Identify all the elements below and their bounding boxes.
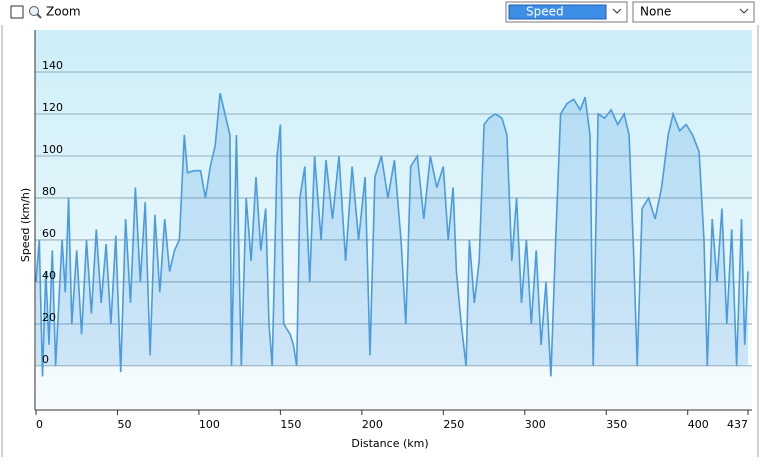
select-highlight bbox=[508, 4, 607, 20]
x-axis-label: Distance (km) bbox=[351, 437, 428, 450]
y-tick-label: 20 bbox=[42, 311, 56, 324]
primary-select-label: Speed bbox=[526, 5, 564, 19]
y-tick-label: 0 bbox=[42, 353, 49, 366]
x-tick-label: 100 bbox=[199, 418, 220, 431]
zoom-label: Zoom bbox=[46, 5, 81, 19]
y-tick-label: 100 bbox=[42, 143, 63, 156]
y-tick-label: 60 bbox=[42, 227, 56, 240]
x-tick-label: 50 bbox=[117, 418, 131, 431]
x-tick-label: 437 bbox=[727, 418, 748, 431]
y-tick-label: 120 bbox=[42, 101, 63, 114]
area-fill bbox=[36, 93, 748, 377]
dropdown-arrow bbox=[739, 8, 749, 14]
x-tick-label: 300 bbox=[525, 418, 546, 431]
y-axis-label: Speed (km/h) bbox=[19, 188, 32, 262]
speed-line bbox=[35, 92, 749, 377]
y-tick-label: 80 bbox=[42, 185, 56, 198]
secondary-select-label: None bbox=[640, 5, 671, 19]
x-tick-label: 400 bbox=[688, 418, 709, 431]
y-tick-label: 40 bbox=[42, 269, 56, 282]
plot bbox=[35, 71, 752, 377]
zoom-icon bbox=[29, 6, 42, 19]
x-tick-label: 250 bbox=[443, 418, 464, 431]
x-tick-label: 150 bbox=[280, 418, 301, 431]
x-tick-label: 200 bbox=[362, 418, 383, 431]
secondary-select[interactable] bbox=[632, 1, 755, 23]
x-tick-label: 0 bbox=[36, 418, 43, 431]
y-tick-label: 140 bbox=[42, 59, 63, 72]
zoom-checkbox[interactable] bbox=[10, 5, 24, 19]
x-tick-label: 350 bbox=[606, 418, 627, 431]
dropdown-arrow bbox=[612, 8, 622, 14]
